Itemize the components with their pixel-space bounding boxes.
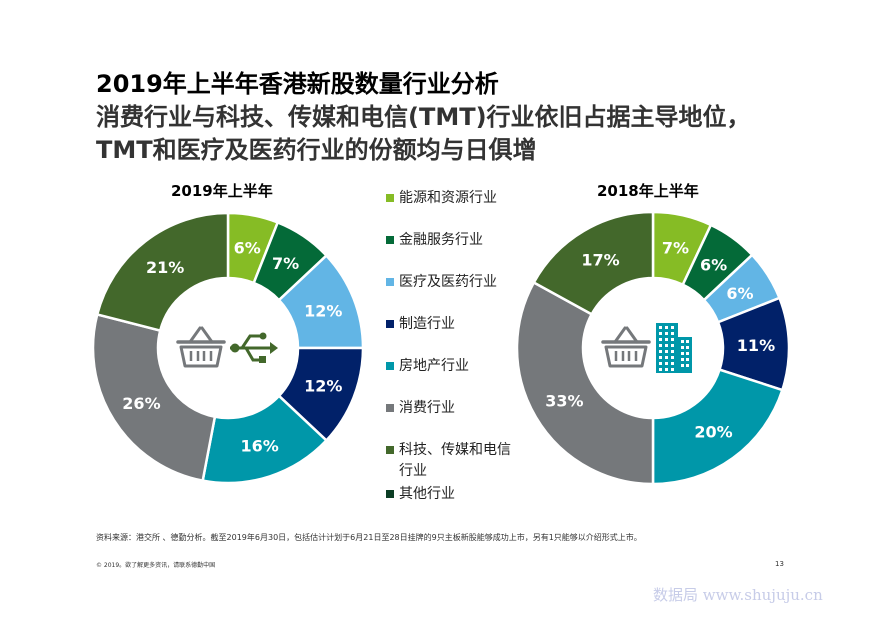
donut-chart-2019: 6% 7% 12% 12% 16% 26% 21% [91, 211, 365, 485]
slice-data-label: 12% [304, 301, 342, 320]
page-number: 13 [775, 560, 784, 568]
slice-data-label: 26% [122, 394, 160, 413]
slice-data-label: 7% [272, 254, 299, 273]
legend-swatch [386, 236, 394, 244]
legend-label: 其他行业 [399, 486, 455, 502]
chart-2019-title: 2019年上半年 [171, 182, 273, 200]
slice-data-label: 6% [234, 238, 261, 257]
donut-slice [651, 368, 784, 486]
title-block: 2019年上半年香港新股数量行业分析 消费行业与科技、传媒和电信(TMT)行业依… [96, 68, 816, 167]
legend-label: 制造行业 [399, 316, 455, 332]
slice-data-label: 6% [700, 256, 727, 275]
legend-swatch [386, 320, 394, 328]
chart-2018-title: 2018年上半年 [597, 182, 699, 200]
slice-data-label: 12% [304, 377, 342, 396]
shopping-basket-icon [176, 326, 226, 368]
slice-data-label: 17% [581, 250, 619, 269]
donut-chart-2018: 7% 6% 6% 11% 20% 33% 17% [515, 210, 791, 486]
legend-item: 房地产行业 [386, 356, 531, 377]
legend-swatch [386, 194, 394, 202]
legend-item: 医疗及医药行业 [386, 272, 531, 293]
copyright-text: © 2019。欲了解更多资讯，请联系德勤中国 [96, 562, 216, 569]
legend-item: 消费行业 [386, 398, 531, 419]
legend-label: 能源和资源行业 [399, 190, 497, 206]
chart-legend: 能源和资源行业 金融服务行业 医疗及医药行业 制造行业房地产行业消费行业科技、传媒和电… [386, 188, 531, 526]
legend-label: 科技、传媒和电信 行业 [399, 442, 511, 479]
watermark: 数据局 www.shujuju.cn [653, 586, 823, 604]
legend-swatch [386, 404, 394, 412]
legend-label: 金融服务行业 [399, 232, 483, 248]
slice-data-label: 16% [241, 436, 279, 455]
usb-icon [230, 332, 278, 363]
slice-data-label: 20% [694, 422, 732, 441]
donut-slice [95, 211, 230, 333]
legend-item: 能源和资源行业 [386, 188, 531, 209]
donut-hole [584, 279, 722, 417]
legend-label: 医疗及医药行业 [399, 274, 497, 290]
legend-item: 金融服务行业 [386, 230, 531, 251]
legend-item: 科技、传媒和电信 行业 [386, 440, 531, 482]
donut-slice [532, 210, 655, 316]
slice-data-label: 6% [726, 284, 753, 303]
legend-swatch [386, 278, 394, 286]
legend-label: 消费行业 [399, 400, 455, 416]
legend-item: 其他行业 [386, 484, 531, 505]
legend-label: 房地产行业 [399, 358, 469, 374]
legend-swatch [386, 446, 394, 454]
shopping-basket-icon [601, 326, 651, 368]
slice-data-label: 7% [662, 238, 689, 257]
donut-slice [515, 280, 655, 486]
donut-slice [91, 312, 217, 483]
slice-data-label: 33% [545, 391, 583, 410]
slice-data-label: 21% [146, 258, 184, 277]
page-subtitle-line2: TMT和医疗及医药行业的份额均与日俱增 [96, 136, 537, 164]
page-subtitle-line1: 消费行业与科技、传媒和电信(TMT)行业依旧占据主导地位， [96, 103, 751, 131]
building-icon [656, 323, 692, 373]
slice-data-label: 11% [737, 336, 775, 355]
legend-swatch [386, 490, 394, 498]
legend-swatch [386, 362, 394, 370]
legend-item: 制造行业 [386, 314, 531, 335]
source-footnote: 资料来源：港交所 、德勤分析。截至2019年6月30日，包括估计计划于6月21日… [96, 533, 642, 542]
donut-hole [159, 279, 297, 417]
page-title: 2019年上半年香港新股数量行业分析 [96, 70, 499, 98]
